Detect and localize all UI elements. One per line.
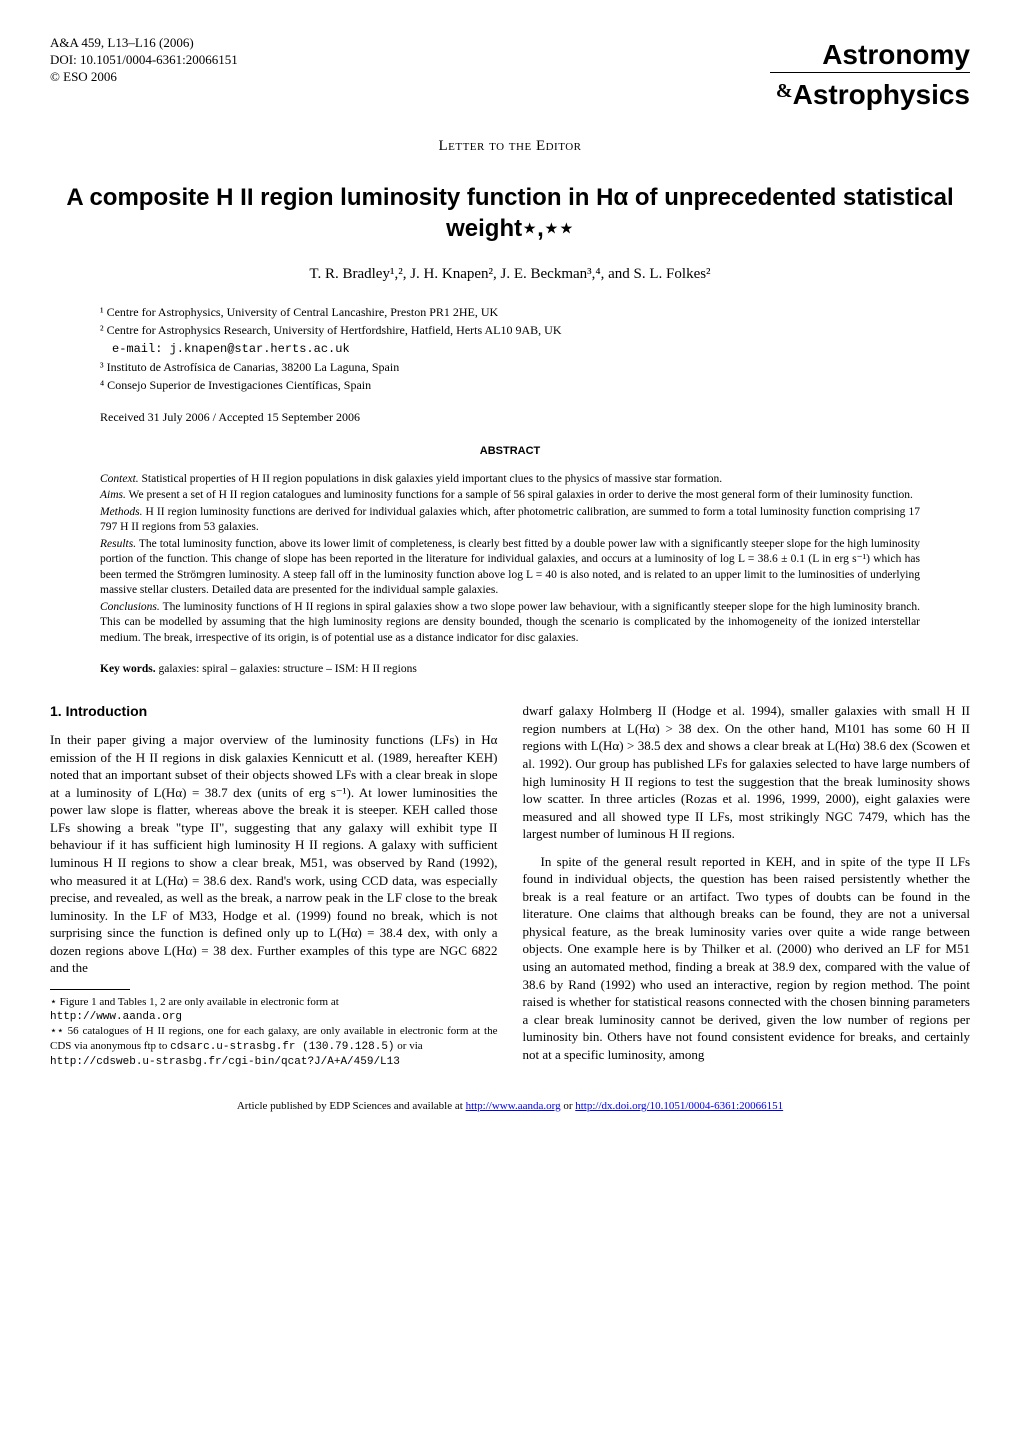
journal-doi: DOI: 10.1051/0004-6361:20066151	[50, 52, 238, 69]
aims-text: We present a set of H II region catalogu…	[126, 489, 913, 501]
footer: Article published by EDP Sciences and av…	[50, 1099, 970, 1114]
affiliation-email: e-mail: j.knapen@star.herts.ac.uk	[112, 339, 970, 358]
abstract-aims: Aims. We present a set of H II region ca…	[100, 488, 920, 504]
footer-link-2[interactable]: http://dx.doi.org/10.1051/0004-6361:2006…	[575, 1100, 783, 1112]
affiliations: ¹ Centre for Astrophysics, University of…	[100, 303, 970, 394]
footnote-2-star: ⋆⋆	[50, 1025, 64, 1037]
footer-link-1[interactable]: http://www.aanda.org	[466, 1100, 561, 1112]
methods-label: Methods.	[100, 506, 142, 518]
footnote-1: ⋆ Figure 1 and Tables 1, 2 are only avai…	[50, 995, 498, 1025]
logo-astronomy: Astronomy	[770, 35, 970, 74]
footer-text-2: or	[561, 1100, 576, 1112]
footnote-2-code2: http://cdsweb.u-strasbg.fr/cgi-bin/qcat?…	[50, 1056, 400, 1068]
paper-title: A composite H II region luminosity funct…	[50, 182, 970, 244]
abstract-heading: ABSTRACT	[50, 444, 970, 459]
footnote-1-text: Figure 1 and Tables 1, 2 are only availa…	[57, 996, 339, 1008]
affiliation-1: ¹ Centre for Astrophysics, University of…	[100, 303, 970, 321]
logo-astrophysics: Astrophysics	[793, 79, 970, 110]
aims-label: Aims.	[100, 489, 126, 501]
footnote-2-code1: cdsarc.u-strasbg.fr (130.79.128.5)	[170, 1041, 394, 1053]
results-text: The total luminosity function, above its…	[100, 538, 920, 597]
abstract-methods: Methods. H II region luminosity function…	[100, 505, 920, 536]
keywords-text: galaxies: spiral – galaxies: structure –…	[156, 663, 417, 675]
affiliation-4: ⁴ Consejo Superior de Investigaciones Ci…	[100, 376, 970, 394]
section-1-heading: 1. Introduction	[50, 702, 498, 721]
abstract-conclusions: Conclusions. The luminosity functions of…	[100, 600, 920, 647]
journal-copyright: © ESO 2006	[50, 69, 238, 86]
affiliation-2: ² Centre for Astrophysics Research, Univ…	[100, 321, 970, 339]
footer-text-1: Article published by EDP Sciences and av…	[237, 1100, 466, 1112]
footnote-1-star: ⋆	[50, 996, 57, 1008]
journal-info: A&A 459, L13–L16 (2006) DOI: 10.1051/000…	[50, 35, 238, 86]
right-column: dwarf galaxy Holmberg II (Hodge et al. 1…	[523, 702, 971, 1069]
methods-text: H II region luminosity functions are der…	[100, 506, 920, 534]
authors: T. R. Bradley¹,², J. H. Knapen², J. E. B…	[50, 264, 970, 285]
letter-heading: Letter to the Editor	[50, 136, 970, 157]
footnote-separator	[50, 989, 130, 990]
journal-logo: Astronomy &Astrophysics	[770, 35, 970, 116]
results-label: Results.	[100, 538, 136, 550]
journal-ref: A&A 459, L13–L16 (2006)	[50, 35, 238, 52]
body-p2: dwarf galaxy Holmberg II (Hodge et al. 1…	[523, 702, 971, 842]
received-accepted: Received 31 July 2006 / Accepted 15 Sept…	[100, 409, 970, 426]
context-label: Context.	[100, 473, 139, 485]
footnote-2: ⋆⋆ 56 catalogues of H II regions, one fo…	[50, 1024, 498, 1069]
affiliation-3: ³ Instituto de Astrofísica de Canarias, …	[100, 358, 970, 376]
left-column: 1. Introduction In their paper giving a …	[50, 702, 498, 1069]
body-p3: In spite of the general result reported …	[523, 853, 971, 1064]
context-text: Statistical properties of H II region po…	[139, 473, 723, 485]
logo-ampersand: &	[776, 80, 793, 102]
footnote-2-text-b: or via	[395, 1040, 423, 1052]
header-row: A&A 459, L13–L16 (2006) DOI: 10.1051/000…	[50, 35, 970, 116]
body-p1: In their paper giving a major overview o…	[50, 731, 498, 977]
conclusions-text: The luminosity functions of H II regions…	[100, 601, 920, 644]
keywords-label: Key words.	[100, 663, 156, 675]
abstract-results: Results. The total luminosity function, …	[100, 537, 920, 599]
body-columns: 1. Introduction In their paper giving a …	[50, 702, 970, 1069]
footnote-1-url: http://www.aanda.org	[50, 1011, 182, 1023]
conclusions-label: Conclusions.	[100, 601, 160, 613]
abstract-context: Context. Statistical properties of H II …	[100, 472, 920, 488]
keywords: Key words. galaxies: spiral – galaxies: …	[100, 661, 920, 677]
abstract: Context. Statistical properties of H II …	[100, 472, 920, 647]
